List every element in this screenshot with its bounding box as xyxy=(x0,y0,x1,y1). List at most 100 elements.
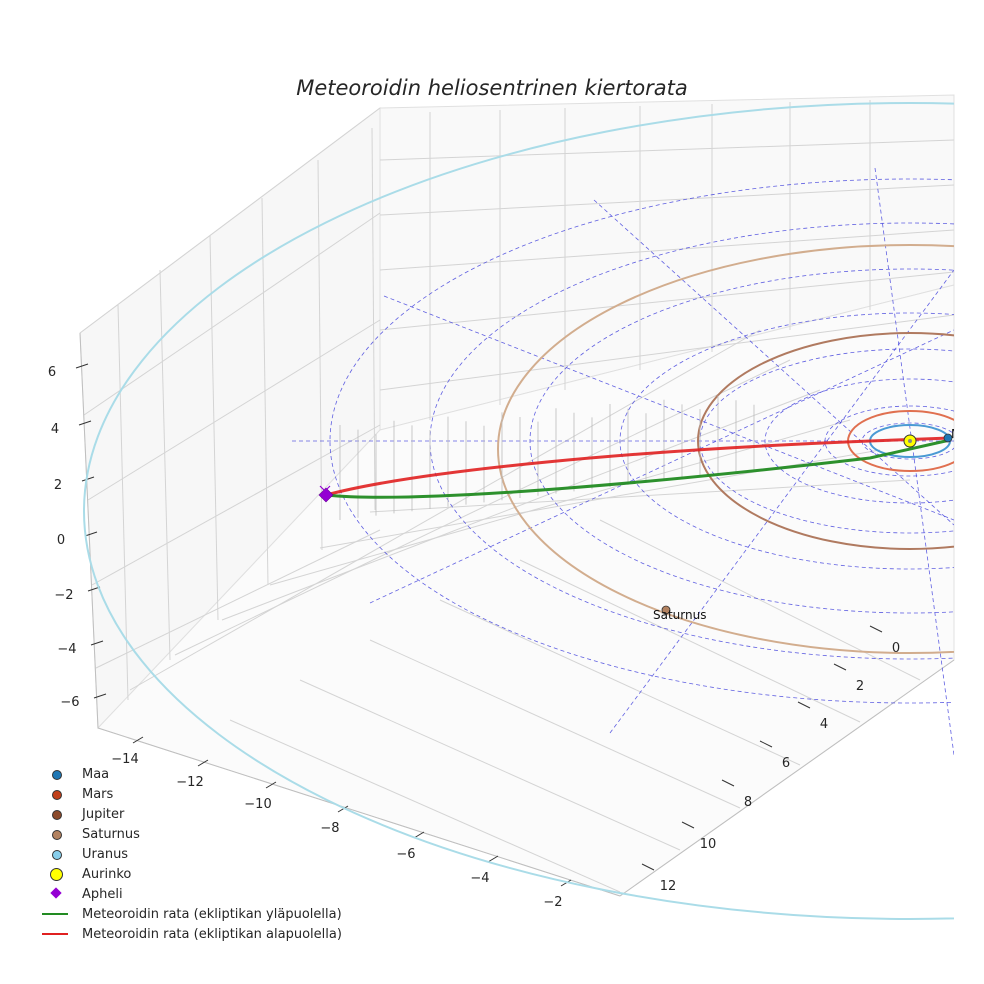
legend-label: Maa xyxy=(82,766,110,782)
legend-label: Mars xyxy=(82,786,114,802)
grid-line xyxy=(129,329,761,691)
z-tick-mark xyxy=(84,531,98,537)
orbit-uranus xyxy=(83,102,954,920)
legend-item: Maa xyxy=(40,764,342,784)
y-axis-edge xyxy=(619,659,955,897)
x-tick-mark xyxy=(560,879,572,887)
z-tick-label: 0 xyxy=(57,533,65,548)
y-tick-label: 6 xyxy=(782,756,790,771)
planet-maa xyxy=(943,433,953,443)
legend-item: Apheli xyxy=(40,884,342,904)
legend-item: Uranus xyxy=(40,844,342,864)
legend-label: Saturnus xyxy=(82,826,140,842)
legend-label: Meteoroidin rata (ekliptikan yläpuolella… xyxy=(82,906,342,922)
z-tick-label: 2 xyxy=(54,478,62,493)
legend-item: Saturnus xyxy=(40,824,342,844)
legend-item: Aurinko xyxy=(40,864,342,884)
grid-line xyxy=(83,212,381,416)
ecliptic-spoke xyxy=(609,269,954,734)
z-tick-mark xyxy=(81,476,95,482)
grid-line xyxy=(369,639,741,809)
grid-line xyxy=(221,389,821,621)
z-tick-label: −2 xyxy=(54,588,73,603)
sun-core xyxy=(908,439,912,443)
x-tick-label: −10 xyxy=(244,797,271,812)
legend-symbol xyxy=(40,764,74,784)
aphelion-marker xyxy=(318,487,334,503)
grid-line xyxy=(439,599,801,766)
y-tick-label: 12 xyxy=(660,879,677,894)
grid-line xyxy=(87,319,381,501)
x-axis-edge xyxy=(97,727,621,897)
grid-line xyxy=(519,559,861,723)
grid-line xyxy=(117,304,129,701)
planet-saturnus xyxy=(661,605,671,615)
x-tick-label: −2 xyxy=(543,895,562,910)
orbits-layer: Maa Saturnus xyxy=(83,102,954,920)
x-tick-mark xyxy=(265,781,277,789)
y-tick-mark xyxy=(797,701,811,709)
grid-line xyxy=(174,359,791,656)
legend-item: Meteoroidin rata (ekliptikan alapuolella… xyxy=(40,924,342,944)
grid-lines xyxy=(79,100,955,897)
chart-title: Meteoroidin heliosentrinen kiertorata xyxy=(296,76,688,100)
y-tick-mark xyxy=(681,821,695,829)
grid-line xyxy=(379,271,955,331)
legend-symbol xyxy=(40,784,74,804)
grid-line xyxy=(371,127,376,511)
y-tick-label: 2 xyxy=(856,679,864,694)
legend-symbol xyxy=(40,824,74,844)
axis-ticks: −14 −12 −10 −8 −6 −4 −2 0 2 4 6 8 10 12 6 4 2 0 −2 −4 −6 xyxy=(48,363,900,910)
x-tick-mark xyxy=(487,855,499,863)
axes-panes xyxy=(79,94,955,897)
x-tick-label: −6 xyxy=(396,847,415,862)
x-tick-label: −4 xyxy=(470,871,489,886)
y-tick-mark xyxy=(759,740,773,748)
grid-line xyxy=(317,159,323,551)
grid-line xyxy=(95,529,381,669)
grid-line xyxy=(261,197,269,586)
grid-line xyxy=(379,184,955,216)
grid-line xyxy=(369,479,911,513)
trajectory-below xyxy=(325,436,951,497)
ecliptic-spoke xyxy=(369,329,954,604)
z-tick-label: 4 xyxy=(51,422,59,437)
y-tick-mark xyxy=(833,663,847,671)
aphelion-cross xyxy=(319,485,331,497)
grid-line xyxy=(379,314,955,391)
x-tick-label: −14 xyxy=(111,752,138,767)
legend: Maa Mars Jupiter Saturnus Uranus Aurinko Aphel… xyxy=(40,764,342,944)
x-tick-label: −12 xyxy=(176,775,203,790)
y-tick-mark xyxy=(721,779,735,787)
y-tick-label: 8 xyxy=(744,795,752,810)
z-tick-label: −6 xyxy=(60,695,79,710)
y-tick-label: 10 xyxy=(700,837,717,852)
legend-label: Aurinko xyxy=(82,866,132,882)
z-tick-mark xyxy=(75,363,89,369)
x-tick-mark xyxy=(132,736,144,744)
legend-item: Mars xyxy=(40,784,342,804)
orbit-jupiter xyxy=(697,332,954,550)
legend-symbol xyxy=(40,844,74,864)
grid-line xyxy=(599,519,921,681)
grid-line xyxy=(379,139,955,161)
x-tick-mark xyxy=(197,759,209,767)
z-tick-mark xyxy=(78,420,92,426)
grid-line xyxy=(299,679,681,851)
x-tick-label: −8 xyxy=(320,821,339,836)
legend-label: Meteoroidin rata (ekliptikan alapuolella… xyxy=(82,926,342,942)
ecliptic-spoke xyxy=(874,167,954,756)
ecliptic-ring xyxy=(619,312,954,570)
legend-symbol xyxy=(40,924,74,944)
legend-symbol xyxy=(40,804,74,824)
legend-symbol xyxy=(40,904,74,924)
grid-line xyxy=(159,269,171,661)
z-axis-edge xyxy=(79,332,99,729)
legend-item: Jupiter xyxy=(40,804,342,824)
y-tick-mark xyxy=(641,863,655,871)
y-tick-mark xyxy=(869,625,883,633)
z-tick-mark xyxy=(93,693,107,699)
legend-label: Jupiter xyxy=(82,806,125,822)
ecliptic-spoke xyxy=(593,199,954,526)
